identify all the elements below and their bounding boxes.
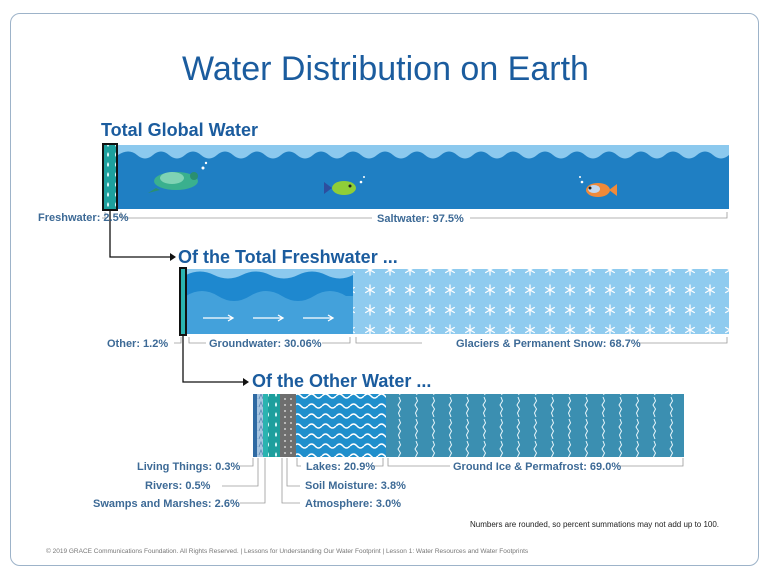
groundwater-label: Groundwater: 30.06% bbox=[209, 338, 322, 350]
footer-text: © 2019 GRACE Communications Foundation. … bbox=[46, 548, 529, 555]
saltwater-label: Saltwater: 97.5% bbox=[377, 213, 464, 225]
flow-arrows bbox=[203, 314, 335, 322]
section-title-total: Total Global Water bbox=[101, 120, 259, 140]
ground-ice-label: Ground Ice & Permafrost: 69.0% bbox=[453, 461, 622, 473]
living-things-bar bbox=[257, 394, 263, 457]
turtle-icon bbox=[148, 161, 208, 193]
surface-waves bbox=[118, 145, 729, 159]
other-freshwater-bar bbox=[179, 267, 187, 336]
bracket bbox=[102, 212, 728, 219]
rivers-label: Rivers: 0.5% bbox=[145, 480, 211, 492]
section-title-other: Of the Other Water ... bbox=[252, 371, 432, 391]
freshwater-bar bbox=[102, 143, 118, 211]
rounding-note: Numbers are rounded, so percent summatio… bbox=[470, 520, 720, 529]
bracket bbox=[174, 337, 728, 344]
atmosphere-label: Atmosphere: 3.0% bbox=[305, 498, 401, 510]
fish-icon bbox=[324, 176, 365, 195]
soil-moisture-bar bbox=[280, 394, 296, 457]
other-label: Other: 1.2% bbox=[107, 338, 169, 350]
fish-icon bbox=[579, 176, 617, 197]
living-things-label: Living Things: 0.3% bbox=[137, 461, 241, 473]
connector-arrow bbox=[109, 210, 176, 261]
lakes-label: Lakes: 20.9% bbox=[306, 461, 376, 473]
glaciers-label: Glaciers & Permanent Snow: 68.7% bbox=[456, 338, 641, 350]
page-title: Water Distribution on Earth bbox=[182, 50, 589, 88]
section-title-freshwater: Of the Total Freshwater ... bbox=[178, 247, 398, 267]
rivers-bar bbox=[263, 394, 268, 457]
leader-lines bbox=[222, 458, 684, 504]
swamps-label: Swamps and Marshes: 2.6% bbox=[93, 498, 240, 510]
soil-moisture-label: Soil Moisture: 3.8% bbox=[305, 480, 406, 492]
ground-ice-bar bbox=[386, 394, 684, 457]
lakes-bar bbox=[296, 394, 386, 457]
freshwater-label: Freshwater: 2.5% bbox=[38, 212, 129, 224]
connector-arrow bbox=[182, 335, 249, 386]
other-bar-edge bbox=[253, 394, 257, 457]
swamps-bar bbox=[268, 394, 280, 457]
glaciers-bar bbox=[353, 269, 729, 334]
